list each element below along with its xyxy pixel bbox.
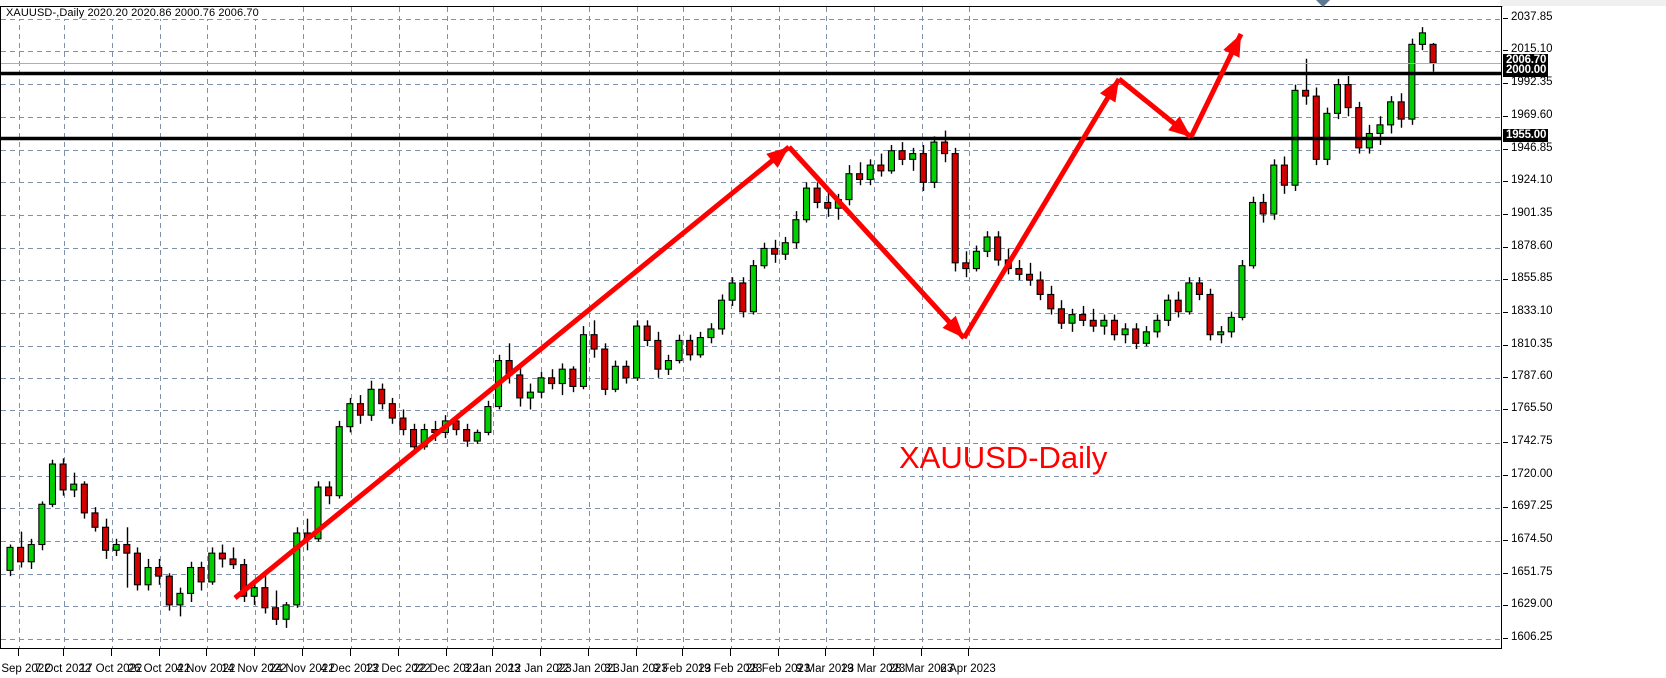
price-tick-mark [1503, 18, 1508, 19]
date-tick-mark [968, 649, 969, 656]
date-tick-mark [398, 649, 399, 656]
price-level-label[interactable]: 1955.00 [1503, 129, 1549, 142]
price-tick-mark [1503, 605, 1508, 606]
price-tick-label: 1651.75 [1511, 566, 1553, 578]
date-tick-mark [18, 649, 19, 656]
date-tick-mark [540, 649, 541, 656]
date-tick-label: 22 Jan 2023 [556, 663, 620, 675]
price-tick-label: 1787.60 [1511, 370, 1553, 382]
price-tick-mark [1503, 573, 1508, 574]
ohlc-header-text: XAUUSD-,Daily 2020.20 2020.86 2000.76 20… [4, 7, 261, 19]
date-tick-label: 17 Oct 2022 [79, 663, 143, 675]
price-tick-label: 1720.00 [1511, 468, 1553, 480]
date-tick-label: 26 Oct 2022 [127, 663, 191, 675]
price-tick-label: 1878.60 [1511, 240, 1553, 252]
date-tick-label: 24 Nov 2022 [269, 663, 335, 675]
price-tick-mark [1503, 409, 1508, 410]
date-tick-label: 22 Dec 2022 [413, 663, 479, 675]
price-tick-label: 1742.75 [1511, 435, 1553, 447]
price-tick-mark [1503, 638, 1508, 639]
date-tick-label: 3 Jan 2023 [463, 663, 521, 675]
price-tick-mark [1503, 442, 1508, 443]
current-price-label[interactable]: 2006.70 [1503, 54, 1549, 67]
price-tick-label: 1765.50 [1511, 402, 1553, 414]
date-tick-mark [350, 649, 351, 656]
date-tick-label: 6 Apr 2023 [940, 663, 996, 675]
price-tick-label: 1992.35 [1511, 76, 1553, 88]
date-tick-mark [825, 649, 826, 656]
chart-gridlines [1, 7, 1501, 648]
date-tick-mark [921, 649, 922, 656]
price-tick-mark [1503, 181, 1508, 182]
date-tick-label: 4 Dec 2022 [320, 663, 380, 675]
price-tick-label: 1674.50 [1511, 533, 1553, 545]
price-tick-mark [1503, 50, 1508, 51]
date-tick-mark [682, 649, 683, 656]
date-tick-mark [873, 649, 874, 656]
price-tick-mark [1503, 507, 1508, 508]
date-tick-mark [778, 649, 779, 656]
price-tick-label: 1855.85 [1511, 272, 1553, 284]
price-tick-label: 1969.60 [1511, 109, 1553, 121]
price-tick-label: 1924.10 [1511, 174, 1553, 186]
price-tick-label: 1946.85 [1511, 142, 1553, 154]
price-tick-mark [1503, 83, 1508, 84]
price-tick-mark [1503, 214, 1508, 215]
price-tick-mark [1503, 279, 1508, 280]
price-tick-mark [1503, 345, 1508, 346]
trend-arrow-annotations [233, 32, 1244, 600]
date-tick-mark [159, 649, 160, 656]
date-tick-label: 9 Feb 2023 [652, 663, 712, 675]
price-tick-mark [1503, 247, 1508, 248]
date-tick-mark [111, 649, 112, 656]
chart-plot-area[interactable] [0, 6, 1502, 649]
price-tick-label: 1629.00 [1511, 598, 1553, 610]
price-tick-label: 2015.10 [1511, 43, 1553, 55]
price-tick-label: 1901.35 [1511, 207, 1553, 219]
chart-annotation-label: XAUUSD-Daily [899, 440, 1108, 475]
price-tick-label: 1697.25 [1511, 500, 1553, 512]
date-tick-mark [730, 649, 731, 656]
date-tick-mark [588, 649, 589, 656]
price-tick-label: 1810.35 [1511, 338, 1553, 350]
price-tick-mark [1503, 116, 1508, 117]
price-tick-mark [1503, 540, 1508, 541]
date-tick-label: 12 Jan 2023 [508, 663, 572, 675]
date-tick-label: 9 Mar 2023 [795, 663, 855, 675]
price-tick-label: 2037.85 [1511, 11, 1553, 23]
date-tick-label: 4 Nov 2022 [176, 663, 236, 675]
price-tick-mark [1503, 377, 1508, 378]
date-tick-mark [446, 649, 447, 656]
date-tick-label: 31 Jan 2023 [604, 663, 668, 675]
date-tick-label: 28 Sep 2022 [0, 663, 51, 675]
price-tick-mark [1503, 149, 1508, 150]
price-tick-mark [1503, 475, 1508, 476]
date-tick-label: 28 Mar 2023 [888, 663, 954, 675]
price-tick-label: 1606.25 [1511, 631, 1553, 643]
date-tick-label: 19 Mar 2023 [840, 663, 906, 675]
price-axis[interactable]: 2037.85 2015.10 1992.35 1969.60 1946.85 1924.… [1503, 6, 1666, 649]
date-tick-label: 7 Oct 2022 [34, 663, 92, 675]
date-tick-mark [492, 649, 493, 656]
date-tick-label: 19 Feb 2023 [697, 663, 763, 675]
price-tick-label: 1833.10 [1511, 305, 1553, 317]
date-tick-mark [636, 649, 637, 656]
date-tick-mark [206, 649, 207, 656]
date-tick-mark [254, 649, 255, 656]
date-tick-mark [302, 649, 303, 656]
date-tick-label: 14 Nov 2022 [221, 663, 287, 675]
price-tick-mark [1503, 312, 1508, 313]
price-level-label[interactable]: 2000.00 [1503, 64, 1549, 77]
date-tick-mark [63, 649, 64, 656]
date-tick-label: 13 Dec 2022 [365, 663, 431, 675]
date-tick-label: 28 Feb 2023 [745, 663, 811, 675]
chevron-down-icon [1316, 0, 1330, 7]
